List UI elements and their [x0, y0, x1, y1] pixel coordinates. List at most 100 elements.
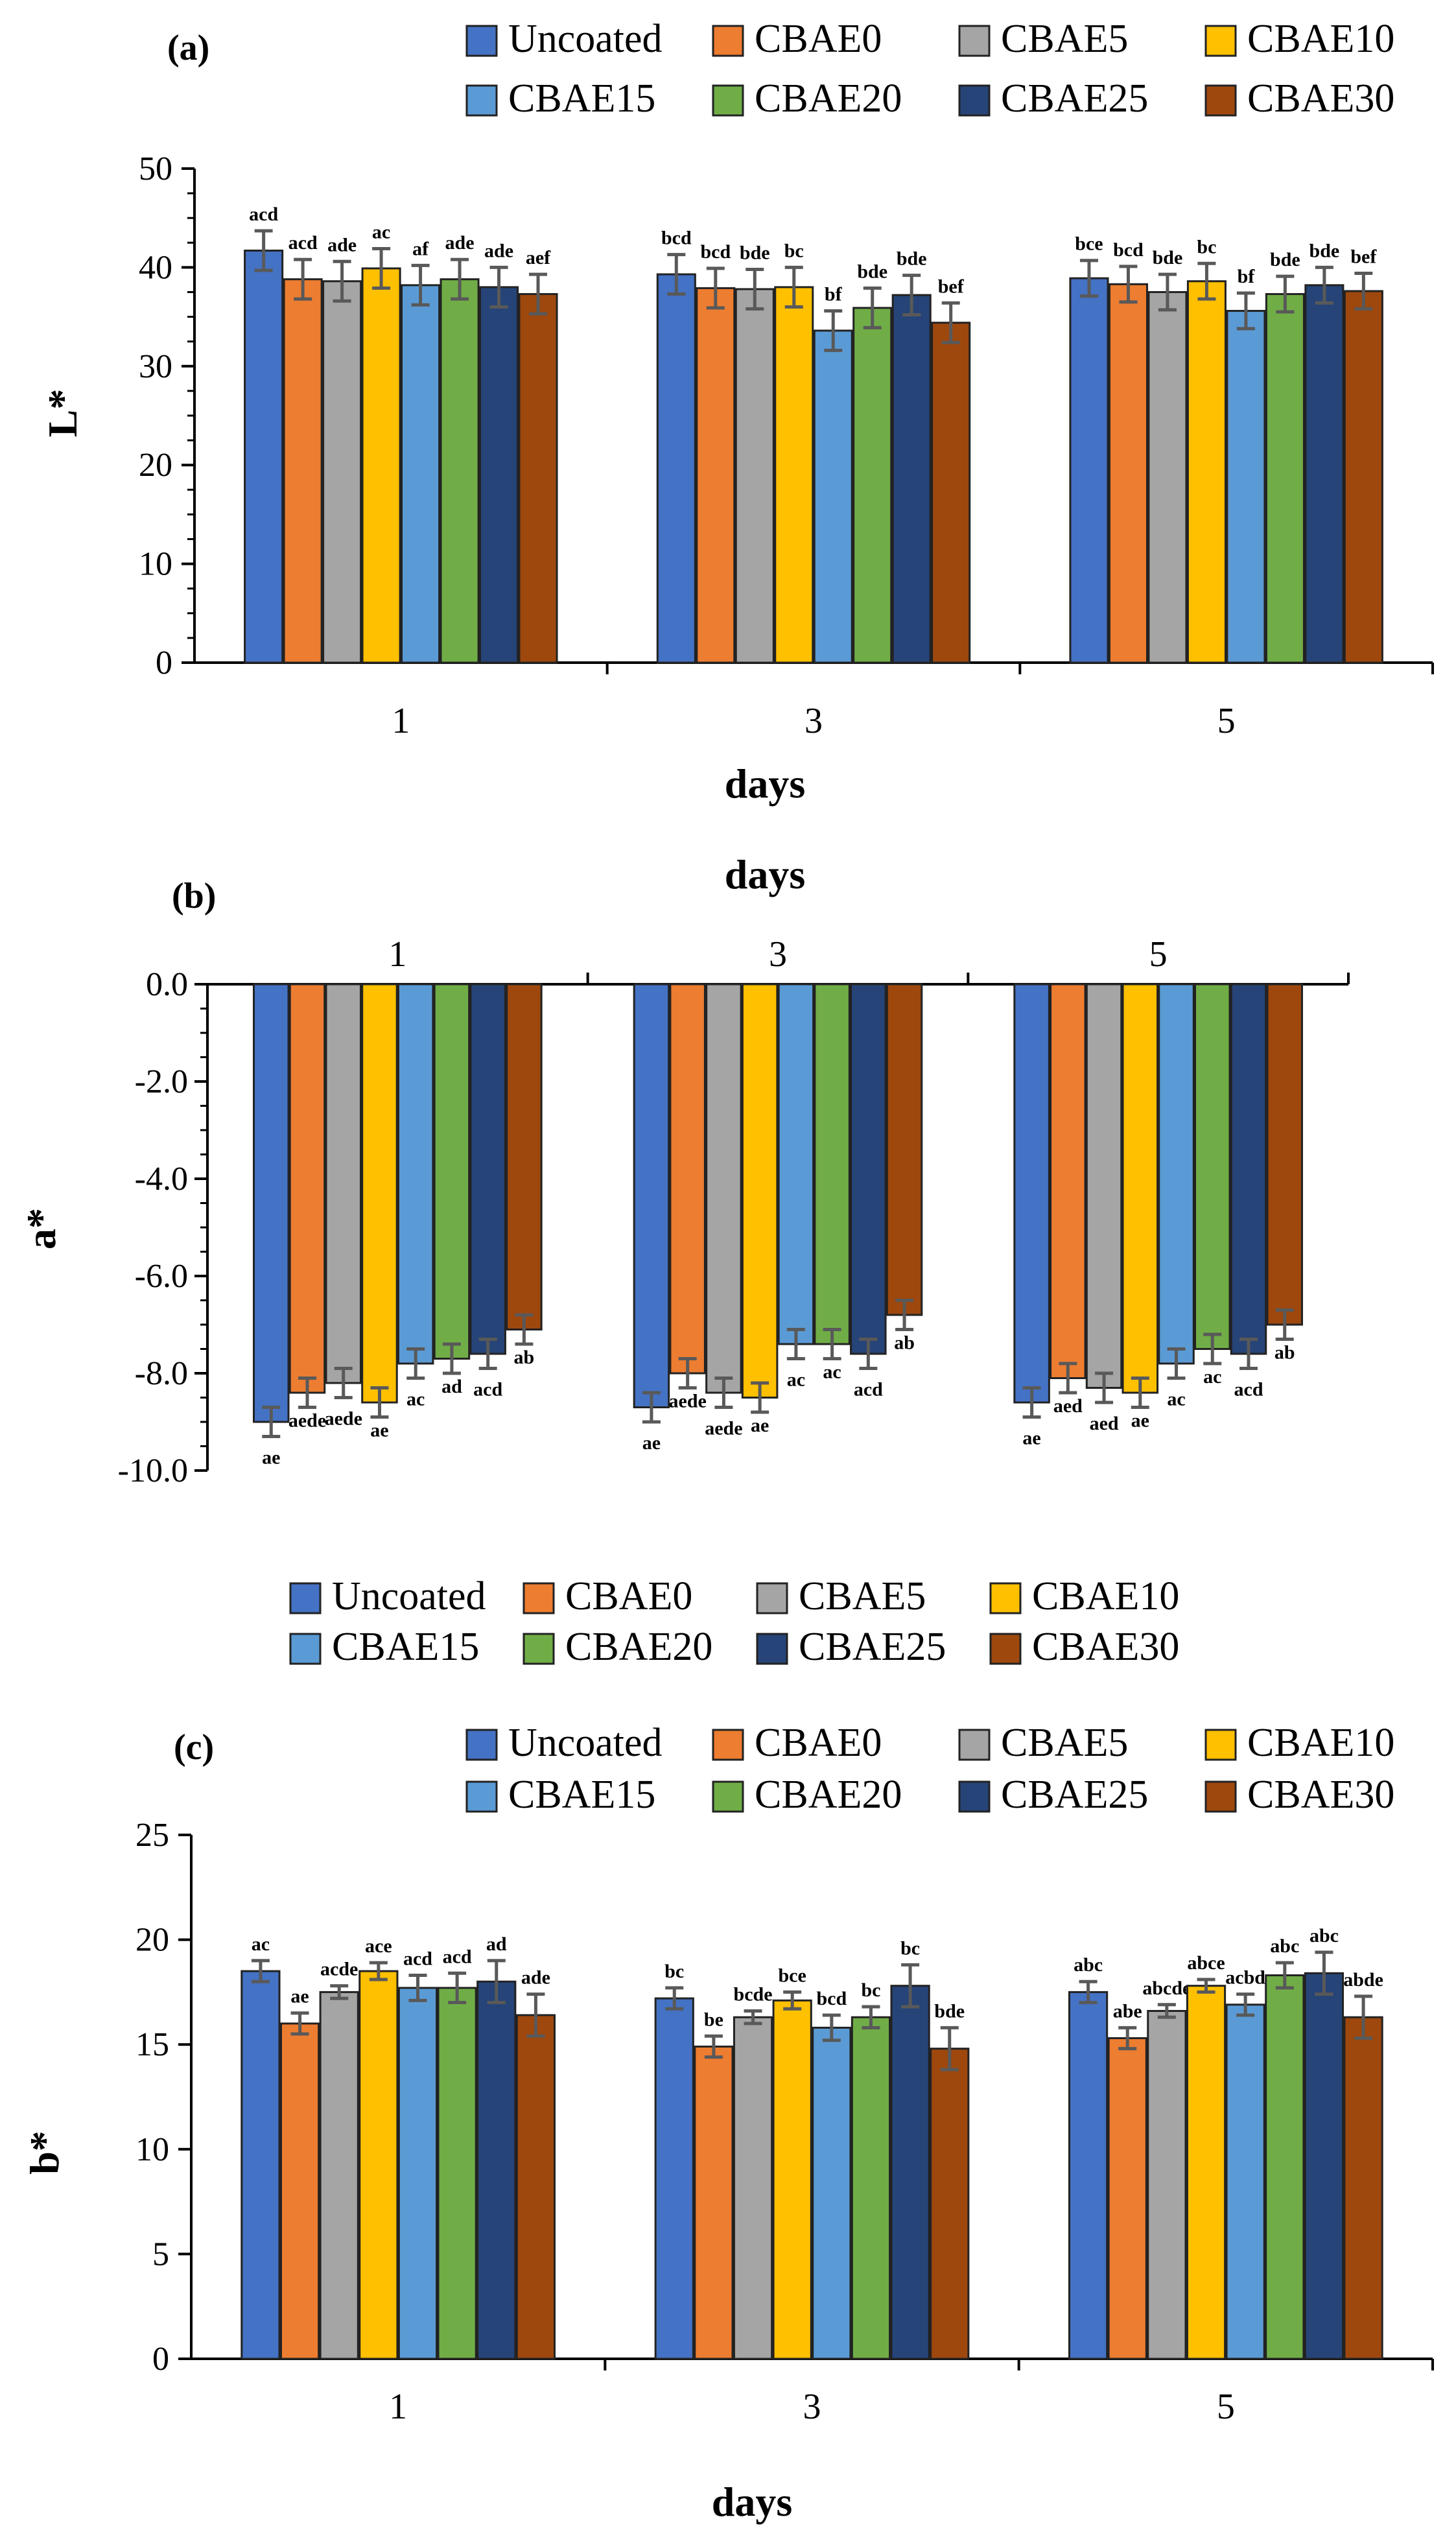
panel-b-cbae5-day-3-bar — [705, 983, 742, 1394]
panel-c-y-tick-label: 15 — [135, 2026, 169, 2063]
panel-c-cbae5-day-5-significance-label: abcde — [1142, 1978, 1191, 1999]
panel-a-cbae20-day-3-bar — [852, 307, 893, 664]
panel-c-legend-swatch-cbae15 — [465, 1780, 498, 1813]
panel-b-cbae30-day-3-bar — [886, 983, 923, 1316]
panel-c-cbae30-day-3-bar — [930, 2048, 970, 2360]
panel-c-cbae5-day-3-significance-label: bcde — [734, 1983, 773, 2005]
panel-a-uncoated-day-1-significance-label: acd — [249, 204, 278, 225]
panel-a-y-axis-title: L* — [40, 389, 86, 438]
panel-a-uncoated-day-3-bar — [656, 273, 696, 664]
panel-c-cbae0-day-1-bar — [279, 2022, 320, 2360]
panel-c-cbae0-day-5-bar — [1107, 2037, 1147, 2360]
panel-a-cbae25-day-3-bar — [891, 294, 932, 664]
panel-a-cbae30-day-1-significance-label: aef — [526, 247, 551, 268]
panel-b-y-tick-label: -4.0 — [135, 1161, 188, 1198]
panel-b-cbae25-day-3-significance-label: acd — [854, 1379, 883, 1401]
panel-b-cbae25-day-3-bar — [850, 983, 887, 1355]
panel-a-cbae20-day-5-bar — [1265, 293, 1305, 664]
panel-a-cbae0-day-1-significance-label: acd — [288, 232, 318, 254]
panel-c-cbae15-day-1-bar — [397, 1987, 438, 2360]
panel-c-cbae20-day-3-bar — [851, 2016, 891, 2360]
panel-c-legend-swatch-cbae25 — [958, 1780, 991, 1813]
panel-a-cbae20-day-1-significance-label: ade — [445, 232, 475, 254]
panel-b-x-tick-label-1: 1 — [388, 934, 406, 975]
panel-b-cbae15-day-1-significance-label: ac — [406, 1389, 425, 1410]
panel-b-cbae15-day-5-bar — [1158, 983, 1195, 1365]
panel-a-cbae5-day-5-significance-label: bde — [1153, 247, 1183, 268]
panel-c-cbae20-day-5-bar — [1265, 1974, 1305, 2360]
panel-c-cbae10-day-3-bar — [772, 1999, 812, 2360]
panel-c-legend-label-cbae25: CBAE25 — [1001, 1773, 1148, 1817]
panel-c-legend-label-uncoated: Uncoated — [508, 1721, 663, 1765]
panel-b-legend-swatch-cbae20 — [523, 1633, 555, 1665]
panel-c-cbae10-day-1-bar — [358, 1970, 399, 2360]
panel-a-cbae25-day-5-bar — [1304, 284, 1344, 664]
panel-a-cbae5-day-5-bar — [1147, 291, 1188, 664]
panel-a-y-tick-label: 0 — [156, 644, 172, 681]
panel-b-cbae10-day-5-bar — [1121, 983, 1159, 1394]
panel-c-cbae5-day-5-bar — [1147, 2009, 1187, 2360]
panel-b-y-tick-label: 0.0 — [146, 966, 188, 1003]
panel-c-cbae30-day-3-significance-label: bde — [934, 2000, 965, 2022]
panel-b-cbae15-day-3-bar — [777, 983, 815, 1345]
panel-a-cbae5-day-1-bar — [322, 280, 362, 664]
panel-b-cbae20-day-5-bar — [1194, 983, 1231, 1350]
panel-a-cbae0-day-5-significance-label: bcd — [1113, 239, 1144, 261]
panel-c-cbae10-day-3-significance-label: bce — [779, 1965, 806, 1986]
panel-c-y-tick-label: 20 — [135, 1922, 169, 1959]
panel-a-y-tick-label: 20 — [139, 447, 172, 484]
panel-c-cbae5-day-1-bar — [319, 1991, 359, 2360]
panel-b-y-axis-title: a* — [18, 1208, 64, 1249]
panel-c-x-tick-label-5: 5 — [1217, 2387, 1235, 2427]
panel-a-uncoated-day-3-significance-label: bcd — [661, 228, 692, 249]
panel-c-legend: Uncoated CBAE0 CBAE5 CBAE10 CBAE15 CBAE20 CBAE… — [465, 1721, 1394, 1817]
panel-c-cbae10-day-5-bar — [1186, 1985, 1227, 2360]
panel-b-cbae30-day-1-bar — [506, 983, 543, 1330]
panel-c-cbae30-day-5-bar — [1343, 2016, 1383, 2360]
panel-a-cbae25-day-3-significance-label: bde — [897, 248, 927, 270]
panel-c-cbae20-day-1-bar — [437, 1987, 477, 2360]
panel-b-legend-swatch-uncoated — [289, 1582, 322, 1614]
panel-b-legend-label-cbae20: CBAE20 — [565, 1625, 712, 1669]
panel-b-cbae10-day-3-significance-label: ae — [751, 1415, 769, 1436]
panel-b-label: (b) — [172, 876, 216, 916]
panel-b-cbae0-day-1-significance-label: aede — [288, 1410, 326, 1432]
panel-b-legend-swatch-cbae15 — [289, 1633, 322, 1665]
panel-c-legend-label-cbae20: CBAE20 — [755, 1773, 902, 1817]
panel-a-cbae10-day-3-significance-label: bc — [784, 240, 804, 261]
panel-c-legend-swatch-cbae0 — [712, 1729, 744, 1761]
panel-b-cbae10-day-3-bar — [741, 983, 779, 1399]
panel-c-uncoated-day-1-bar — [241, 1970, 281, 2360]
panel-c-cbae20-day-3-significance-label: bc — [861, 1980, 880, 2001]
panel-c-uncoated-day-1-significance-label: ac — [252, 1933, 270, 1955]
panel-a-legend-swatch-cbae15 — [465, 84, 498, 117]
panel-b-cbae5-day-5-significance-label: aed — [1090, 1413, 1119, 1434]
panel-c-cbae25-day-1-significance-label: ad — [486, 1933, 507, 1955]
panel-a-y-tick-label: 50 — [139, 150, 172, 187]
panel-b-legend-swatch-cbae5 — [756, 1582, 788, 1614]
panel-a-cbae25-day-1-bar — [479, 286, 519, 664]
panel-b-legend-label-cbae15: CBAE15 — [332, 1625, 479, 1669]
panel-b-cbae20-day-3-bar — [814, 983, 851, 1345]
panel-c-x-axis-title: days — [712, 2479, 793, 2525]
panel-c-cbae25-day-5-bar — [1304, 1972, 1344, 2360]
panel-c-legend-label-cbae30: CBAE30 — [1247, 1773, 1394, 1817]
panel-c-uncoated-day-5-bar — [1068, 1991, 1109, 2360]
panel-b-legend-label-cbae25: CBAE25 — [799, 1625, 946, 1669]
panel-a-legend-label-uncoated: Uncoated — [508, 17, 663, 61]
panel-b-cbae10-day-5-significance-label: ae — [1131, 1410, 1149, 1432]
panel-c-cbae30-day-1-bar — [515, 2014, 556, 2360]
panel-a-legend: Uncoated CBAE0 CBAE5 CBAE10 CBAE15 CBAE20 CBAE… — [465, 17, 1394, 121]
panel-c-cbae30-day-5-significance-label: abde — [1343, 1969, 1383, 1991]
panel-c-cbae15-day-3-bar — [812, 2026, 852, 2360]
panel-b-cbae20-day-1-significance-label: ad — [441, 1376, 462, 1397]
panel-a-cbae30-day-3-significance-label: bef — [938, 276, 965, 297]
panel-c-legend-label-cbae10: CBAE10 — [1247, 1721, 1394, 1765]
panel-b-legend-label-cbae0: CBAE0 — [565, 1574, 692, 1618]
panel-a-cbae10-day-5-bar — [1186, 280, 1227, 664]
panel-b-legend-swatch-cbae30 — [989, 1633, 1022, 1665]
panel-c-cbae5-day-3-bar — [733, 2016, 773, 2360]
